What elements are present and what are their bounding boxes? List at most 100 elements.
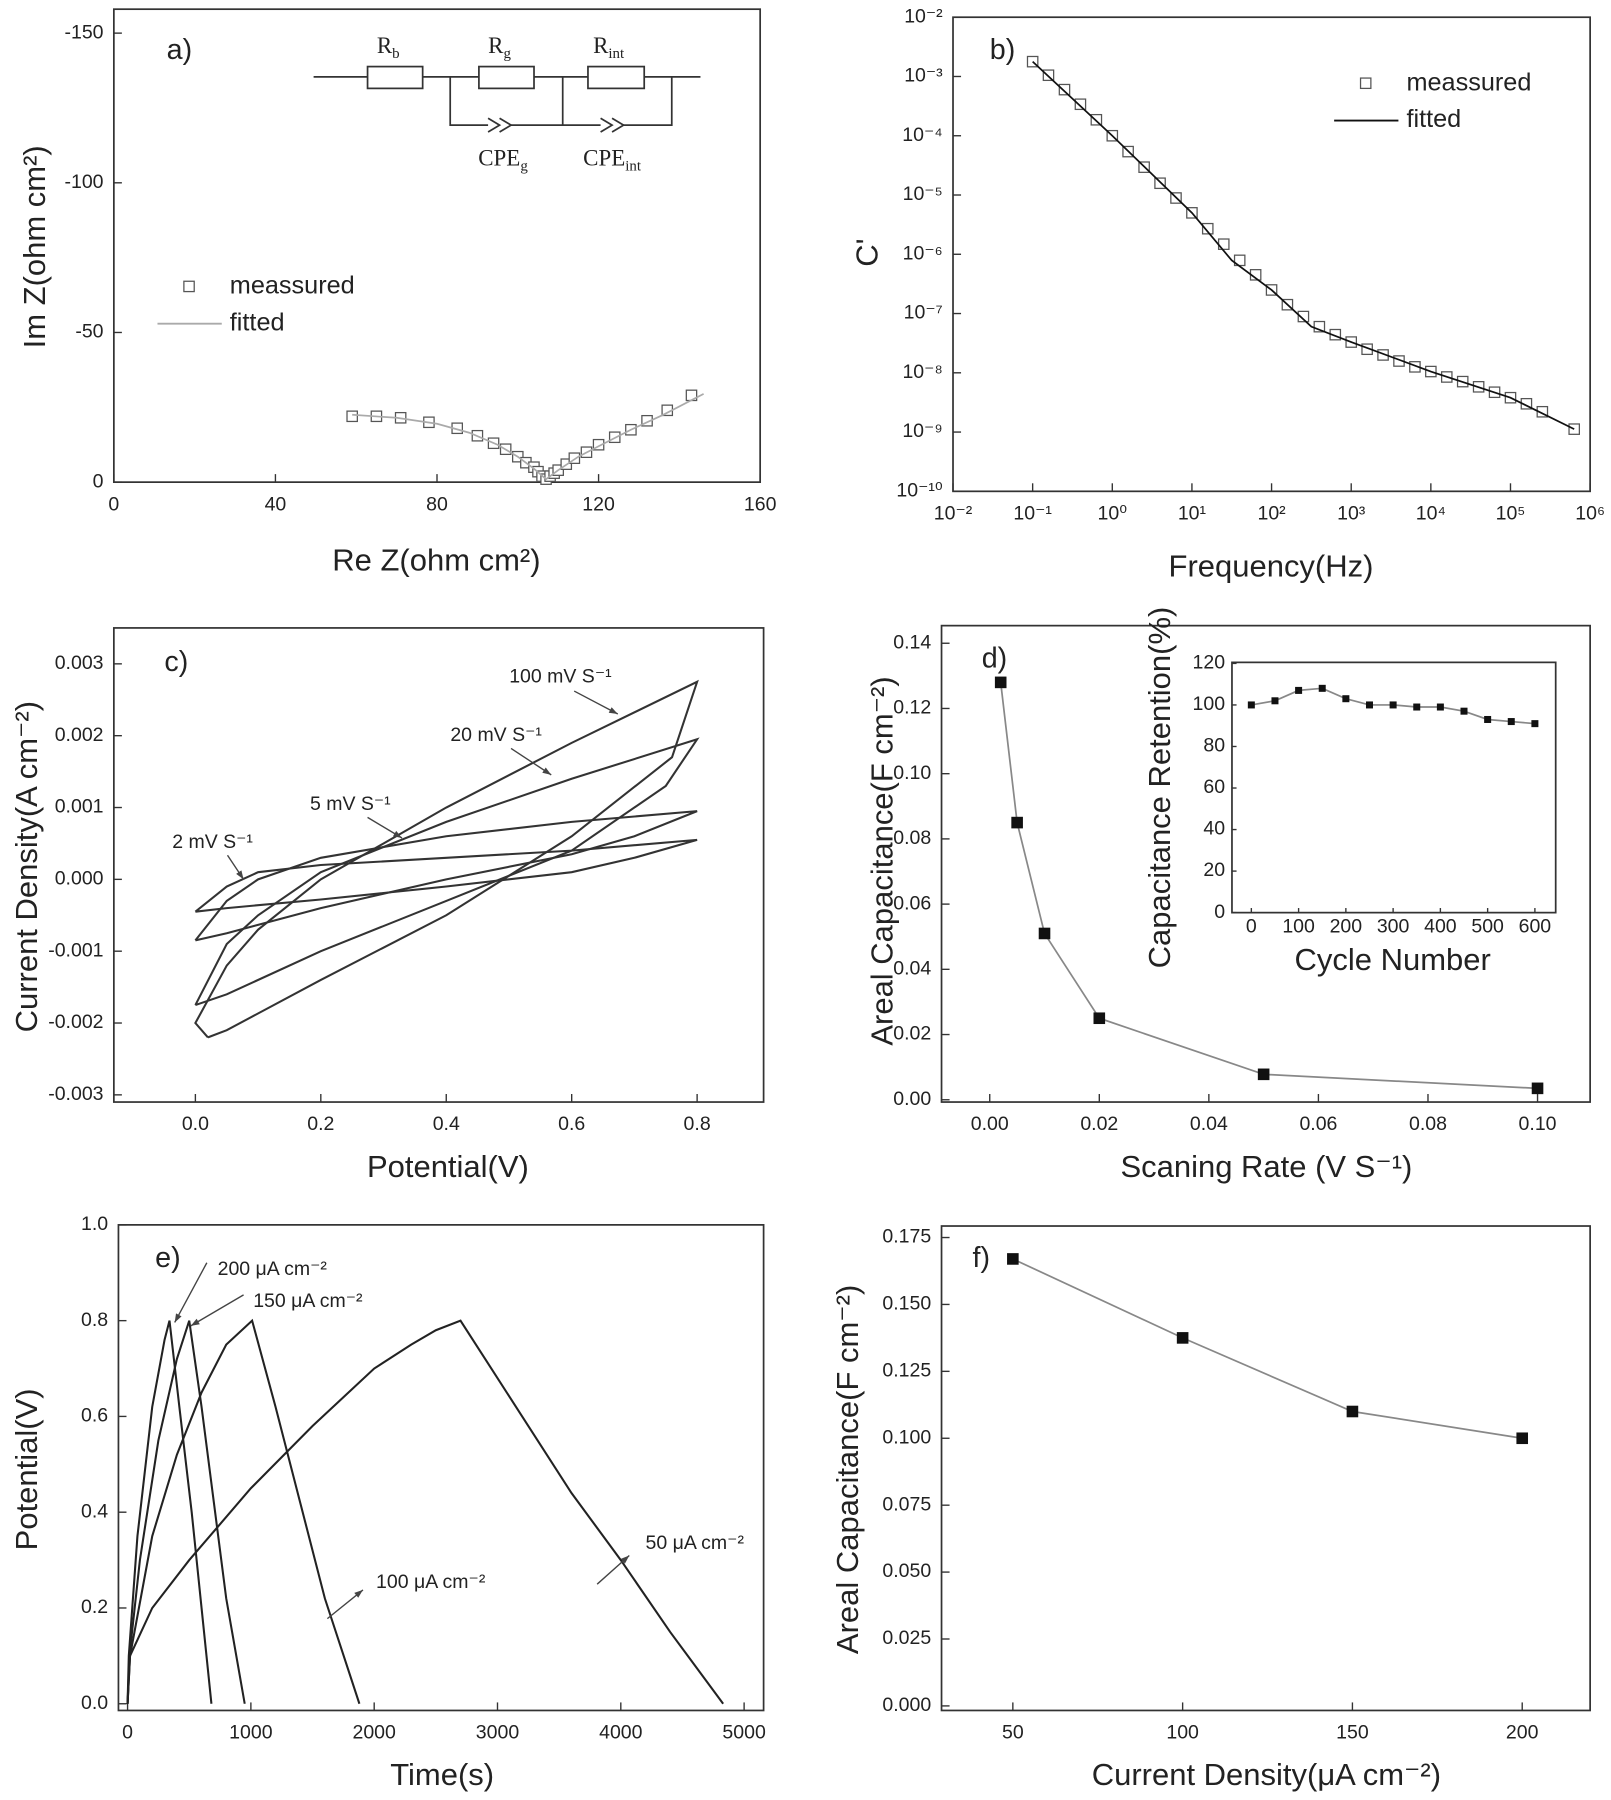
plot: 50 100 150 200 0.000 0.025 0.050 0.075 0.100 0.12… (830, 1225, 1591, 1792)
y-axis-title: Current Density(A cm⁻²) (9, 701, 44, 1032)
y-tick-label: -0.002 (48, 1011, 103, 1033)
plot: 10⁻² 10⁻¹ 10⁰ 10¹ 10² 10³ 10⁴ 10⁵ 10⁶ 10⁻¹⁰ 10⁻⁹ 10… (849, 5, 1605, 583)
circuit-label-main: CPE (478, 146, 520, 171)
series-line (126, 1319, 724, 1705)
data-point (1342, 695, 1350, 703)
arrow-head (608, 707, 618, 715)
x-tick-label: 500 (1471, 916, 1504, 938)
data-point (1058, 83, 1071, 96)
data-point (1436, 703, 1444, 711)
series-line (126, 1320, 246, 1704)
data-point (1154, 177, 1166, 190)
y-tick-label: 0.06 (893, 892, 931, 914)
data-point (592, 438, 605, 451)
arrow-head (174, 1313, 182, 1323)
y-tick-label: 0.002 (55, 724, 104, 746)
x-tick-label: 10⁶ (1575, 502, 1605, 524)
panel-label: c) (164, 646, 188, 678)
x-axis-title: Frequency(Hz) (1169, 548, 1374, 583)
resistor (478, 65, 535, 90)
x-tick-label: 100 (1166, 1722, 1199, 1744)
circuit-label-main: R (377, 33, 393, 58)
wire (449, 76, 673, 126)
circuit-label: Rg (488, 33, 511, 62)
panel-label: e) (155, 1242, 181, 1274)
x-tick-label: 50 (1002, 1722, 1024, 1744)
data-point (1346, 1405, 1359, 1418)
y-tick-label: 0.12 (893, 697, 931, 719)
series-line (126, 1318, 361, 1705)
arrow-head (542, 767, 552, 775)
x-tick-label: 2000 (352, 1722, 396, 1744)
y-tick-label: 0.6 (81, 1405, 108, 1427)
y-tick-label: 0.001 (55, 796, 104, 818)
x-tick-label: 120 (582, 493, 615, 515)
data-point (1026, 55, 1039, 68)
y-tick-label: 0.0 (81, 1692, 108, 1714)
x-tick-label: 0.2 (307, 1113, 334, 1135)
y-tick-label: 60 (1203, 776, 1225, 798)
plot-frame (1231, 661, 1557, 914)
cpe (600, 117, 626, 133)
y-tick-label: 10⁻⁴ (902, 124, 942, 146)
series-line (1012, 1258, 1523, 1440)
x-tick-label: 200 (1506, 1722, 1539, 1744)
circuit-label-sub: b (392, 47, 399, 63)
y-tick-label: 0.08 (893, 827, 931, 849)
y-tick-label: 0.100 (882, 1426, 931, 1448)
series-line (352, 393, 705, 481)
x-tick-label: 0.6 (558, 1113, 585, 1135)
y-tick-label: 0.150 (882, 1293, 931, 1315)
y-tick-label: 120 (1193, 652, 1226, 674)
y-tick-label: 0 (1214, 901, 1225, 923)
resistor (587, 65, 646, 90)
curve-label: 100 mV S⁻¹ (509, 665, 612, 687)
x-tick-label: 10¹ (1178, 502, 1207, 524)
circuit-label-main: R (593, 33, 609, 58)
y-tick-label: 10⁻² (904, 5, 943, 27)
x-tick-label: 0.0 (182, 1113, 209, 1135)
data-point (1093, 1012, 1106, 1025)
y-tick-label: 10⁻⁸ (902, 361, 942, 383)
x-axis-title: Scaning Rate (V S⁻¹) (1120, 1149, 1412, 1184)
y-tick-label: 10⁻¹⁰ (896, 479, 942, 501)
y-tick-label: 0.8 (81, 1309, 108, 1331)
data-point (1038, 927, 1051, 940)
x-tick-label: 0.08 (1409, 1113, 1447, 1135)
x-tick-label: 10⁵ (1496, 502, 1526, 524)
plot: 0.0 0.2 0.4 0.6 0.8 -0.003 -0.002 -0.001 0.000 0.… (9, 627, 765, 1184)
x-axis-title: Time(s) (390, 1757, 494, 1792)
x-tick-label: 0 (1246, 916, 1257, 938)
y-tick-label: 0.000 (55, 868, 104, 890)
x-tick-label: 400 (1424, 916, 1457, 938)
y-tick-label: 20 (1203, 859, 1225, 881)
x-tick-label: 600 (1519, 916, 1552, 938)
x-tick-label: 200 (1330, 916, 1363, 938)
legend-label: fitted (230, 308, 285, 336)
y-tick-label: -100 (64, 171, 103, 193)
x-tick-label: 300 (1377, 916, 1410, 938)
y-tick-label: -0.001 (48, 939, 103, 961)
y-tick-label: 0.00 (893, 1088, 931, 1110)
series-line (194, 810, 698, 942)
arrow-head (190, 1318, 200, 1326)
y-tick-label: -150 (64, 21, 103, 43)
data-point (568, 452, 581, 464)
x-tick-label: 0.8 (684, 1113, 711, 1135)
y-axis-title: Potential(V) (9, 1388, 44, 1550)
y-tick-label: 0.04 (893, 957, 931, 979)
x-tick-label: 0.04 (1190, 1113, 1228, 1135)
data-point (1176, 1332, 1189, 1344)
panel-label: b) (990, 34, 1016, 66)
y-axis-title: Im Z(ohm cm²) (17, 145, 52, 348)
y-tick-label: 1.0 (81, 1213, 108, 1235)
x-tick-label: 10⁻¹ (1013, 502, 1052, 524)
y-tick-label: 0.025 (882, 1627, 931, 1649)
data-point (1318, 684, 1326, 692)
data-point (994, 676, 1007, 689)
circuit-label-sub: g (520, 159, 528, 175)
x-tick-label: 0 (108, 493, 119, 515)
data-point (1201, 222, 1214, 235)
x-axis-title: Current Density(μA cm⁻²) (1092, 1757, 1441, 1792)
